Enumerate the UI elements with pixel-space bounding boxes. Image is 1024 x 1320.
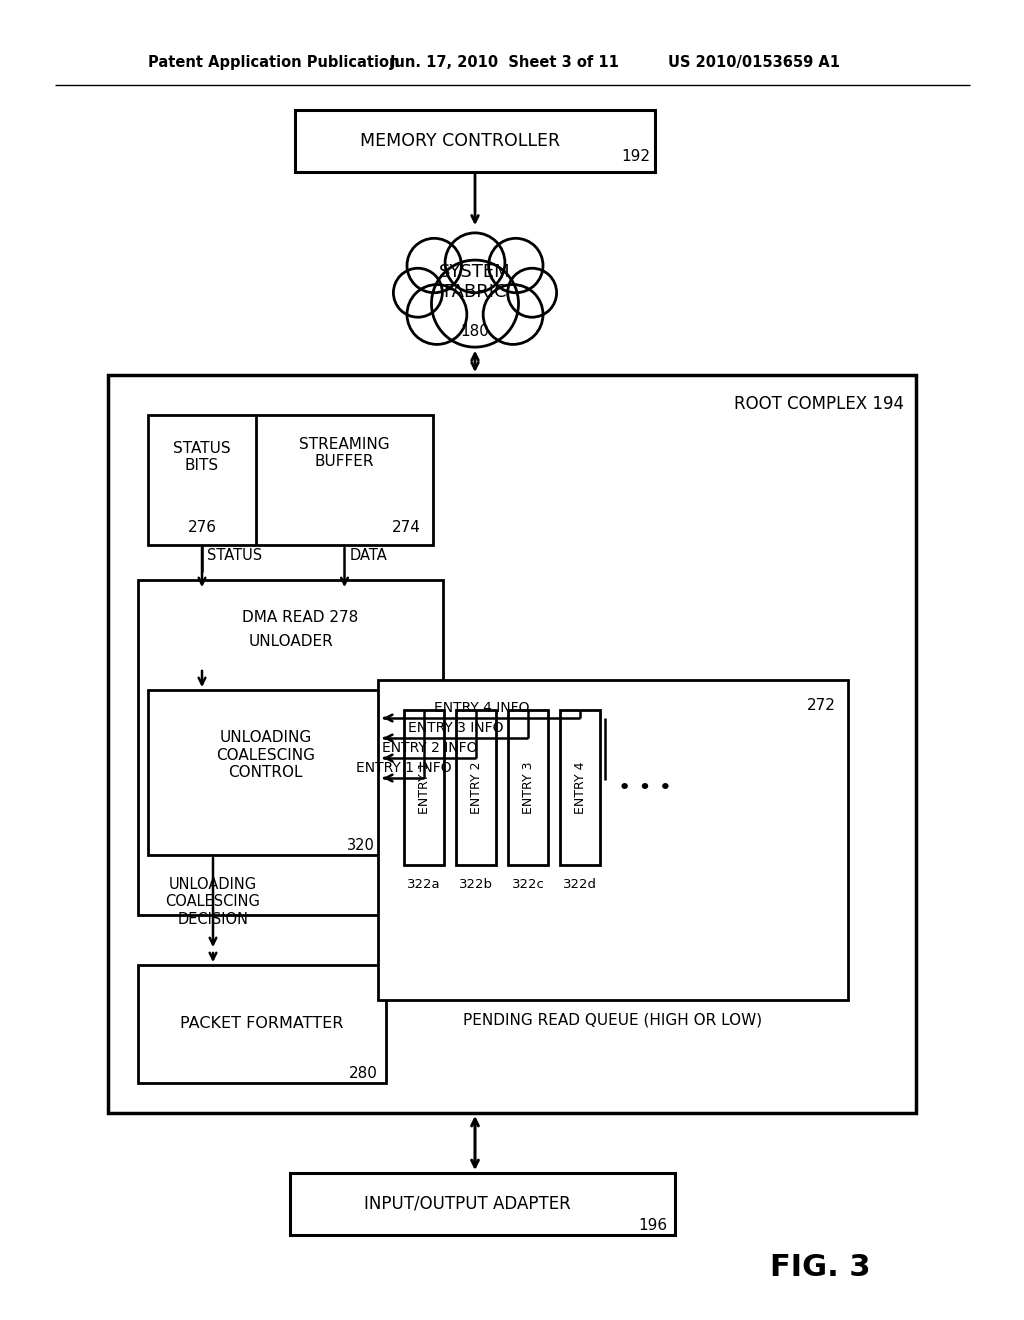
Text: 322a: 322a [408, 879, 440, 891]
Bar [290, 1173, 675, 1236]
Text: US 2010/0153659 A1: US 2010/0153659 A1 [668, 54, 840, 70]
Bar [148, 414, 433, 545]
Text: UNLOADING
COALESCING
CONTROL: UNLOADING COALESCING CONTROL [216, 730, 315, 780]
Ellipse shape [407, 239, 462, 293]
Bar [404, 710, 444, 865]
Text: ENTRY 2: ENTRY 2 [469, 762, 482, 813]
Text: 320: 320 [347, 837, 375, 853]
Text: ENTRY 4: ENTRY 4 [573, 762, 587, 813]
Text: INPUT/OUTPUT ADAPTER: INPUT/OUTPUT ADAPTER [365, 1195, 570, 1213]
Ellipse shape [508, 268, 557, 317]
Bar [295, 110, 655, 172]
Text: STATUS
BITS: STATUS BITS [173, 441, 230, 473]
Bar [108, 375, 916, 1113]
Ellipse shape [445, 232, 505, 293]
Text: UNLOADING
COALESCING
DECISION: UNLOADING COALESCING DECISION [166, 876, 260, 927]
Text: 192: 192 [621, 149, 650, 164]
Text: 322b: 322b [459, 879, 493, 891]
Text: FIG. 3: FIG. 3 [770, 1254, 870, 1283]
Text: MEMORY CONTROLLER: MEMORY CONTROLLER [360, 132, 560, 150]
Text: UNLOADER: UNLOADER [248, 635, 333, 649]
Text: 274: 274 [392, 520, 421, 535]
Text: SYSTEM
FABRIC: SYSTEM FABRIC [439, 263, 511, 301]
Text: PENDING READ QUEUE (HIGH OR LOW): PENDING READ QUEUE (HIGH OR LOW) [464, 1012, 763, 1027]
Text: STREAMING
BUFFER: STREAMING BUFFER [299, 437, 390, 469]
Text: 196: 196 [638, 1217, 667, 1233]
Bar [508, 710, 548, 865]
Text: STATUS: STATUS [207, 549, 262, 564]
Text: ENTRY 3: ENTRY 3 [521, 762, 535, 813]
Text: ROOT COMPLEX 194: ROOT COMPLEX 194 [734, 395, 904, 413]
Text: ENTRY 1 INFO: ENTRY 1 INFO [355, 762, 452, 775]
Text: 276: 276 [187, 520, 216, 535]
Bar [148, 590, 433, 668]
Text: 322d: 322d [563, 879, 597, 891]
Ellipse shape [488, 239, 543, 293]
Ellipse shape [407, 285, 467, 345]
Text: DMA READ 278: DMA READ 278 [243, 610, 358, 626]
Bar [456, 710, 496, 865]
Text: DATA: DATA [349, 549, 387, 564]
Text: 280: 280 [349, 1065, 378, 1081]
Text: 180: 180 [461, 325, 489, 339]
Text: Patent Application Publication: Patent Application Publication [148, 54, 399, 70]
Bar [138, 579, 443, 915]
Text: ENTRY 4 INFO: ENTRY 4 INFO [434, 701, 529, 715]
Bar [138, 965, 386, 1082]
Ellipse shape [483, 285, 543, 345]
Ellipse shape [431, 260, 518, 347]
Bar [560, 710, 600, 865]
Text: 272: 272 [807, 698, 836, 713]
Bar [378, 680, 848, 1001]
Text: PACKET FORMATTER: PACKET FORMATTER [180, 1016, 344, 1031]
Text: ENTRY 3 INFO: ENTRY 3 INFO [408, 721, 503, 735]
Text: • • •: • • • [618, 777, 672, 797]
Text: ENTRY 2 INFO: ENTRY 2 INFO [382, 741, 477, 755]
Text: ENTRY 1: ENTRY 1 [418, 762, 430, 813]
Text: 322c: 322c [512, 879, 545, 891]
Text: Jun. 17, 2010  Sheet 3 of 11: Jun. 17, 2010 Sheet 3 of 11 [390, 54, 620, 70]
Bar [148, 690, 383, 855]
Ellipse shape [393, 268, 442, 317]
